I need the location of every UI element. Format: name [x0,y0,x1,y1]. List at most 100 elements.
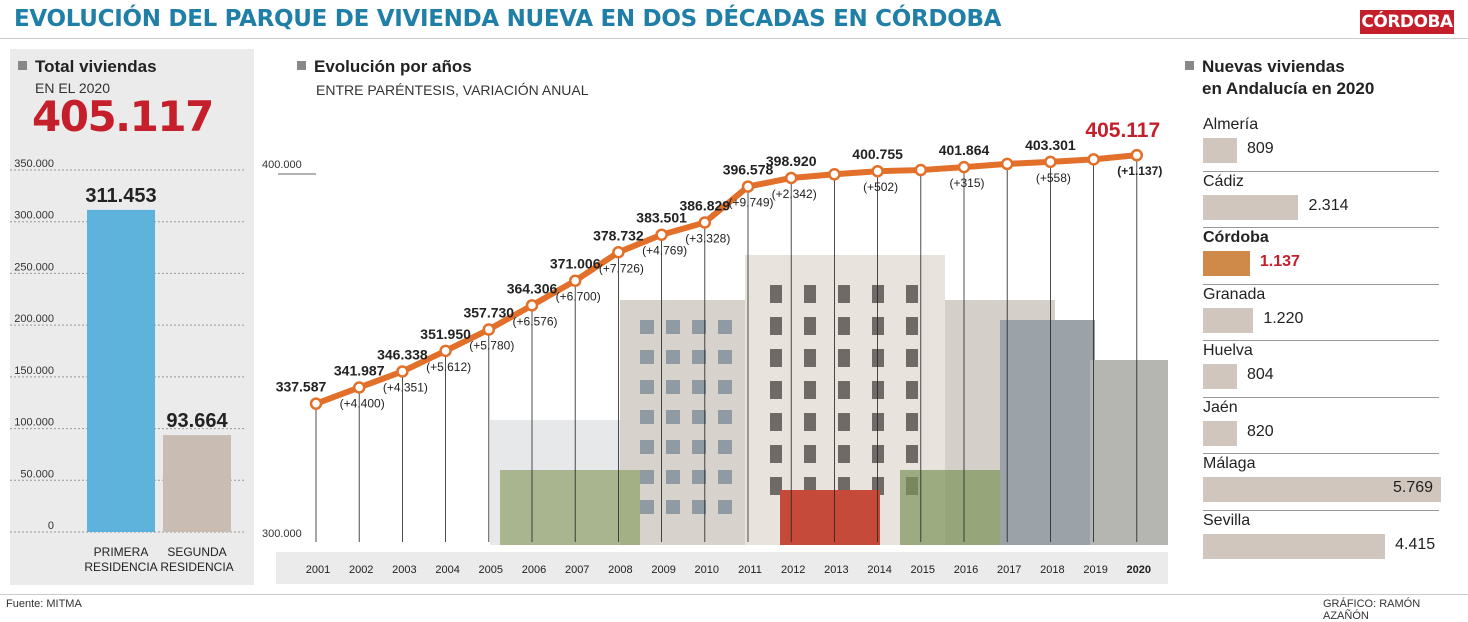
regions-heading: Nuevas viviendas en Andalucía en 2020 [1185,56,1374,100]
region-value: 820 [1247,422,1274,440]
value-label: 341.987 [334,362,385,378]
data-point [914,163,928,177]
region-value: 2.314 [1308,196,1349,214]
x-tick-label: 2006 [522,564,546,576]
chart-title: EVOLUCIÓN DEL PARQUE DE VIVIENDA NUEVA E… [14,6,1002,32]
x-tick-label: 2009 [651,564,675,576]
category-label: PRIMERA [94,545,149,559]
value-label: 401.864 [939,142,990,158]
data-point [828,168,841,181]
y-tick-label: 50.000 [20,468,54,480]
y-tick-label: 300.000 [14,210,54,222]
data-point [482,323,496,336]
data-point [957,160,971,174]
y-tick-label: 200.000 [14,313,54,325]
bar-segunda-residencia [163,435,231,532]
data-point [1087,153,1100,166]
region-bar [1203,194,1299,220]
window [838,349,850,367]
y-tick-label: 300.000 [262,528,302,540]
x-tick-label: 2010 [695,564,719,576]
data-point [309,397,323,410]
variation-label: (+4.769) [642,244,687,258]
x-tick-label: 2014 [867,564,891,576]
total-heading: Total viviendas [18,56,157,78]
variation-label: (+2.342) [772,187,817,201]
window [906,285,918,303]
x-tick-label: 2020 [1127,564,1151,576]
window [838,413,850,431]
total-value: 405.117 [32,92,214,141]
variation-label: (+4.351) [383,380,428,394]
category-label: RESIDENCIA [84,560,157,574]
value-label: 346.338 [377,346,428,362]
window [872,445,884,463]
data-point [784,171,798,185]
value-label: 396.578 [723,162,774,178]
region-value: 5.769 [1393,479,1434,496]
data-point [352,381,366,394]
photo-fade [276,250,836,550]
value-label: 398.920 [766,153,817,169]
bar-value-label: 311.453 [85,185,156,207]
region-bar [1203,364,1237,389]
data-point [525,299,539,312]
x-tick-label: 2019 [1083,564,1107,576]
window [906,413,918,431]
x-tick-label: 2017 [997,564,1021,576]
evolution-subheading: ENTRE PARÉNTESIS, VARIACIÓN ANUAL [316,82,589,98]
data-point [1130,148,1144,162]
region-bar [1203,420,1237,446]
value-label: 405.117 [1085,119,1160,142]
x-tick-label: 2007 [565,564,589,576]
x-tick-label: 2008 [608,564,632,576]
data-point [568,274,582,287]
total-subheading: EN EL 2020 [35,80,110,96]
region-label: Jaén [1203,398,1238,416]
region-value: 804 [1247,366,1274,383]
region-label: Huelva [1203,342,1253,359]
building-photo-illustration [276,250,1168,550]
bar-value-label: 93.664 [166,410,228,432]
evolution-line [314,152,1138,407]
footer-divider [0,594,1468,595]
residence-bar-chart: 0 50.000 100.000 150.000 200.000 250.000 300.0… [10,158,244,574]
region-bar [1203,138,1237,163]
category-label: RESIDENCIA [160,560,233,574]
variation-label: (+9.749) [728,196,773,210]
data-point [871,164,884,178]
x-tick-label: 2012 [781,564,805,576]
region-divider [1203,396,1439,398]
window [838,317,850,335]
data-point [655,228,668,241]
window [872,381,884,399]
x-tick-label: 2004 [435,564,459,576]
window [906,317,918,335]
variation-label: (+6.700) [556,290,601,304]
value-label: 364.306 [507,280,558,296]
region-value: 1.137 [1259,253,1300,270]
variation-label: (+7.726) [599,261,644,275]
region-bar [1203,477,1441,502]
variation-label: (+4.400) [340,396,385,410]
region-divider [1203,170,1439,172]
y-tick-label: 400.000 [262,159,302,171]
variation-label: (+5.612) [426,360,471,374]
variation-label: (+1.137) [1117,164,1162,178]
category-label: SEGUNDA [167,545,226,559]
value-label: 357.730 [463,305,514,321]
window [872,349,884,367]
evolution-heading: Evolución por años [297,56,472,78]
variation-label: (+558) [1036,171,1071,185]
variation-label: (+6.576) [512,314,557,328]
data-point [1044,155,1057,169]
x-tick-label: 2005 [479,564,503,576]
region-bar [1203,533,1386,559]
tree [900,470,1000,545]
x-tick-label: 2018 [1040,564,1064,576]
window [906,349,918,367]
region-divider [1203,227,1439,228]
bullet-square-icon [297,61,306,70]
region-label: Córdoba [1203,229,1269,246]
